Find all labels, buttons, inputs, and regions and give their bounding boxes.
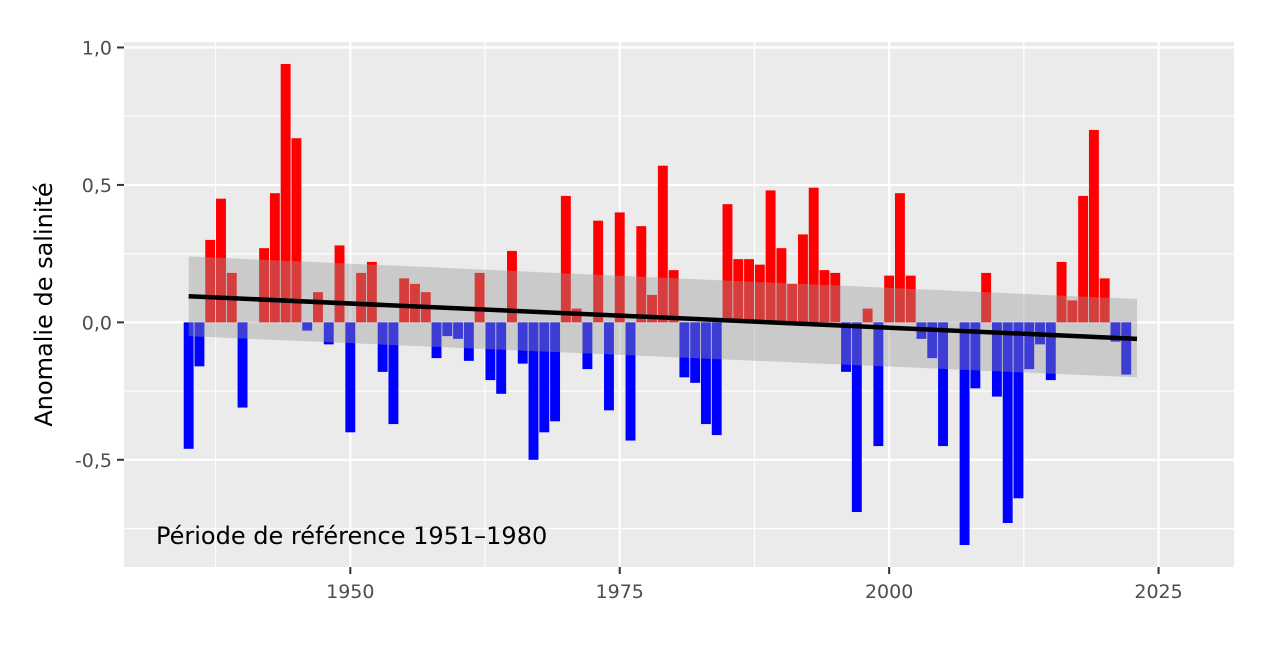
- bar-1973: [593, 220, 604, 323]
- bar-1940: [237, 322, 248, 408]
- bar-2016: [1056, 261, 1067, 323]
- bar-1975: [614, 212, 625, 323]
- bar-1962: [474, 272, 485, 323]
- bar-2013: [1024, 322, 1035, 370]
- bar-2021: [1110, 322, 1121, 342]
- bar-1960: [453, 322, 464, 339]
- bar-1984: [711, 322, 722, 436]
- bar-1959: [442, 322, 453, 337]
- bar-2012: [1013, 322, 1024, 499]
- bar-1953: [377, 322, 388, 372]
- bar-2008: [970, 322, 981, 389]
- bar-1955: [399, 278, 410, 323]
- bar-1972: [582, 322, 593, 370]
- plot-panel: [124, 42, 1234, 567]
- bar-2001: [894, 193, 905, 323]
- bar-1979: [657, 165, 668, 323]
- bar-1944: [280, 63, 291, 323]
- y-tick-label: 0,0: [82, 312, 112, 334]
- bar-1968: [539, 322, 550, 433]
- bar-1935: [183, 322, 194, 449]
- bar-1994: [819, 270, 830, 323]
- x-tick-label: 1950: [326, 581, 374, 603]
- bar-1947: [313, 292, 323, 323]
- bar-2002: [905, 275, 916, 323]
- bar-1950: [345, 322, 356, 433]
- bar-2015: [1045, 322, 1056, 381]
- bar-1946: [302, 322, 313, 331]
- bar-1987: [744, 259, 755, 323]
- bar-2011: [1002, 322, 1013, 524]
- bar-1976: [625, 322, 636, 441]
- bar-1964: [496, 322, 507, 394]
- bar-1990: [776, 248, 787, 323]
- bar-1999: [873, 322, 884, 447]
- bar-1965: [507, 250, 517, 323]
- bar-1963: [485, 322, 496, 381]
- bar-1956: [410, 283, 420, 323]
- bar-1993: [808, 187, 819, 323]
- bar-1989: [765, 190, 776, 323]
- bar-1948: [323, 322, 334, 345]
- bar-2004: [927, 322, 938, 359]
- bar-1983: [700, 322, 711, 425]
- bar-1992: [797, 234, 808, 323]
- bar-1936: [194, 322, 205, 367]
- reference-period-annotation: Période de référence 1951–1980: [156, 522, 547, 550]
- x-tick-label: 2025: [1134, 581, 1182, 603]
- bar-1981: [679, 322, 690, 378]
- bar-1998: [862, 308, 873, 323]
- x-tick-label: 1975: [596, 581, 644, 603]
- y-tick-label: 0,5: [82, 175, 112, 197]
- bar-1943: [269, 193, 280, 323]
- bar-2000: [884, 275, 895, 323]
- bar-1988: [754, 264, 765, 323]
- bar-1997: [851, 322, 862, 513]
- bar-2019: [1088, 129, 1099, 323]
- bar-1966: [517, 322, 528, 364]
- y-tick-label: 1,0: [82, 37, 112, 59]
- bar-1991: [787, 283, 798, 323]
- bar-1982: [690, 322, 701, 383]
- bar-1945: [291, 138, 302, 323]
- bar-1951: [356, 272, 367, 323]
- bar-1937: [205, 239, 216, 323]
- bar-1938: [216, 198, 226, 323]
- bar-1986: [733, 259, 744, 323]
- bar-2009: [981, 272, 992, 323]
- bar-2022: [1121, 322, 1132, 375]
- bar-2017: [1067, 300, 1078, 323]
- bar-1954: [388, 322, 399, 425]
- bar-2005: [938, 322, 948, 447]
- bar-1978: [647, 294, 658, 323]
- bar-2007: [959, 322, 970, 546]
- bar-1995: [830, 272, 841, 323]
- bar-1942: [259, 248, 270, 323]
- bar-1970: [560, 195, 571, 323]
- y-axis-title: Anomalie de salinité: [30, 182, 58, 426]
- bar-1996: [841, 322, 851, 372]
- bar-1958: [431, 322, 442, 359]
- bar-1974: [603, 322, 614, 411]
- bar-1967: [528, 322, 539, 460]
- bar-1961: [463, 322, 474, 361]
- bar-2010: [991, 322, 1002, 397]
- y-tick-label: -0,5: [75, 450, 112, 472]
- x-tick-label: 2000: [865, 581, 913, 603]
- bar-2020: [1099, 278, 1110, 323]
- bar-1949: [334, 245, 345, 323]
- bar-1985: [722, 204, 733, 323]
- bar-2018: [1078, 195, 1089, 323]
- bar-1952: [366, 261, 377, 323]
- bar-1969: [550, 322, 561, 422]
- trend-line: [188, 294, 1138, 342]
- bar-1980: [668, 270, 679, 323]
- bar-1977: [636, 226, 647, 323]
